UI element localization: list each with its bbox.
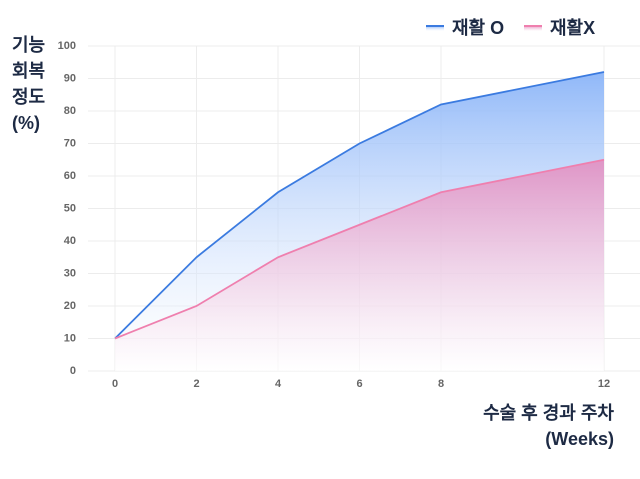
y-tick-label: 90 [64,72,76,84]
y-tick-label: 100 [58,40,76,52]
y-tick-label: 20 [64,300,76,312]
line [114,71,605,340]
y-tick-label: 10 [64,332,76,344]
y-tick-label: 80 [64,105,76,117]
x-tick-label: 0 [112,378,118,390]
y-tick-label: 60 [64,170,76,182]
legend-label: 재활 O [452,18,504,38]
legend-swatch [426,26,444,31]
y-axis-label: 정도 [12,87,45,107]
y-tick-label: 0 [70,365,76,377]
x-tick-label: 6 [356,378,362,390]
y-tick-label: 40 [64,235,76,247]
x-tick-label: 2 [193,378,199,390]
y-tick-label: 50 [64,202,76,214]
area [115,159,604,371]
x-tick-label: 4 [275,378,282,390]
x-axis-label: 수술 후 경과 주차 [483,403,614,423]
y-axis-label: 기능 [12,35,45,55]
x-axis-label: (Weeks) [545,429,614,449]
legend-swatch [524,26,542,31]
x-tick-label: 8 [438,378,444,390]
y-axis-label: 회복 [12,61,45,81]
y-tick-label: 70 [64,137,76,149]
line [114,158,605,340]
legend-label: 재활X [550,18,595,38]
y-axis-label: (%) [12,113,40,133]
y-tick-label: 30 [64,267,76,279]
x-tick-label: 12 [598,378,610,390]
